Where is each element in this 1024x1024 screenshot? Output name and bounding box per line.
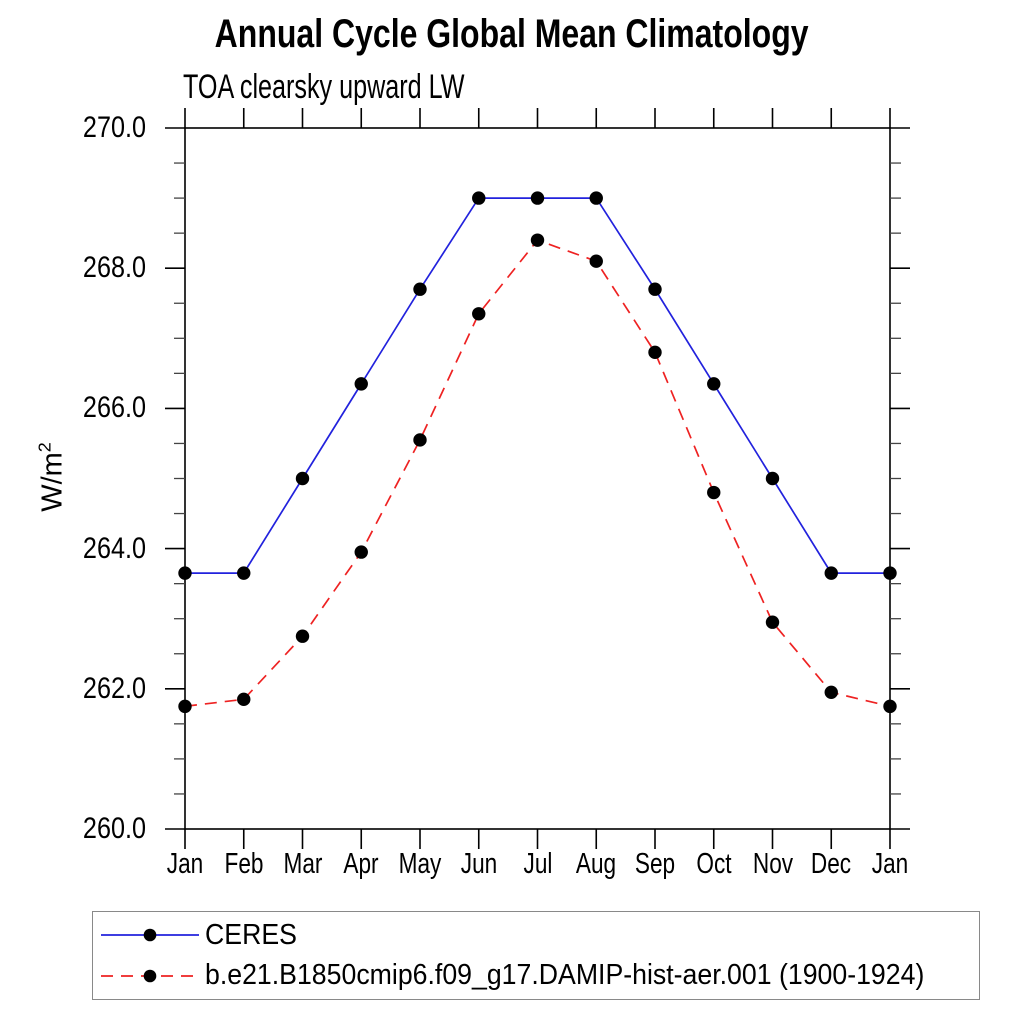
x-tick-label: Aug (576, 848, 617, 880)
legend-line-sample (101, 929, 199, 942)
x-tick-label: May (398, 848, 442, 880)
x-tick-label: Jan (166, 848, 204, 880)
x-tick-label: Jul (523, 848, 552, 880)
x-tick-label: Feb (224, 848, 264, 880)
x-tick-label: Sep (634, 848, 676, 880)
x-tick-label: Jun (460, 848, 497, 880)
legend-entry-model: b.e21.B1850cmip6.f09_g17.DAMIP-hist-aer.… (99, 959, 979, 993)
x-tick-label: Oct (696, 848, 732, 880)
legend-entry-ceres: CERES (99, 918, 979, 952)
x-tick-label: Mar (283, 848, 322, 880)
y-tick-label: 268.0 (82, 251, 146, 285)
x-tick-label: Nov (752, 848, 793, 880)
legend-line-sample (101, 969, 199, 982)
x-tick-label: Jan (871, 848, 909, 880)
y-tick-label: 264.0 (82, 531, 146, 565)
y-tick-label: 260.0 (82, 812, 146, 845)
y-axis-label-text: W/m (36, 452, 69, 512)
y-tick-label: 266.0 (82, 391, 146, 425)
chart-title: Annual Cycle Global Mean Climatology (214, 12, 809, 56)
x-tick-label: Apr (343, 848, 379, 880)
legend-label: CERES (205, 918, 297, 951)
y-tick-label: 270.0 (82, 111, 146, 144)
legend-label: b.e21.B1850cmip6.f09_g17.DAMIP-hist-aer.… (205, 959, 925, 992)
y-axis-label-exponent: 2 (34, 442, 55, 453)
x-tick-label: Dec (811, 848, 852, 880)
legend: CERES b.e21.B1850cmip6.f09_g17.DAMIP-his… (92, 911, 980, 1000)
y-tick-label: 262.0 (82, 671, 146, 705)
y-axis-label: W/m2 (35, 442, 70, 512)
chart-subtitle: TOA clearsky upward LW (183, 68, 465, 106)
